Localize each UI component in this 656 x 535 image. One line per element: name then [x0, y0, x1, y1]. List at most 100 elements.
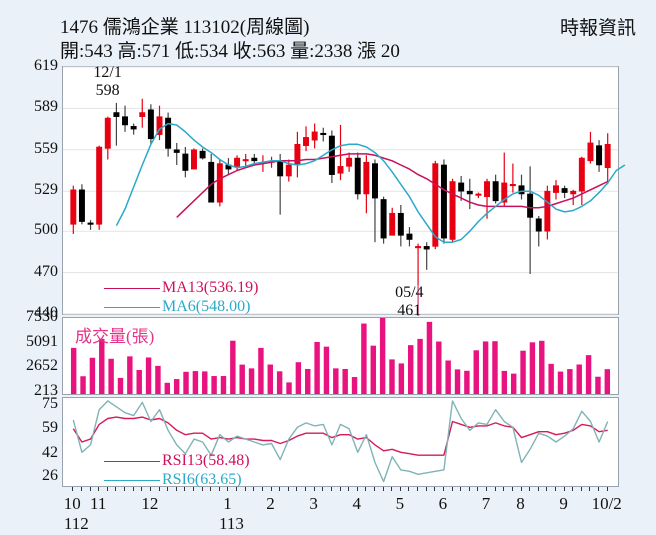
x-tick — [141, 487, 143, 491]
price-y-tick: 470 — [34, 262, 58, 280]
legend-rsi6-line — [104, 479, 160, 481]
source-label: 時報資訊 — [559, 18, 636, 39]
x-axis-label: 4 — [352, 494, 361, 513]
rsi-panel — [62, 397, 619, 487]
x-tick — [606, 487, 608, 491]
volume-chart-svg — [70, 318, 611, 394]
quote-summary: 開:543 高:571 低:534 收:563 量:2338 漲 20 — [60, 41, 400, 62]
price-y-tick: 559 — [34, 139, 58, 157]
x-tick — [511, 487, 513, 491]
legend-ma13-label: MA13(536.19) — [162, 279, 259, 296]
volume-y-tick: 5091 — [26, 332, 58, 350]
x-tick — [106, 487, 108, 491]
x-tick — [115, 487, 117, 491]
x-tick — [253, 487, 255, 491]
rsi-chart-svg — [72, 400, 609, 483]
x-tick — [468, 487, 470, 491]
legend-ma6: MA6(548.00) — [104, 298, 250, 316]
x-axis-label: 10 — [63, 494, 81, 513]
x-tick — [236, 487, 238, 491]
x-tick — [580, 487, 582, 491]
x-axis-label: 3 — [309, 494, 318, 513]
x-tick — [287, 487, 289, 491]
x-tick — [175, 487, 177, 491]
x-axis-label: 5 — [395, 494, 405, 513]
high-annotation-value: 598 — [95, 82, 120, 99]
legend-rsi13-label: RSI13(58.48) — [162, 452, 250, 469]
volume-panel: 成交量(張) — [62, 317, 619, 395]
x-tick — [244, 487, 246, 491]
x-tick — [167, 487, 169, 491]
x-axis-year-label: 112 — [63, 514, 89, 533]
x-tick — [279, 487, 281, 491]
x-axis-label: 2 — [266, 494, 275, 513]
x-tick — [537, 487, 539, 491]
x-tick — [348, 487, 350, 491]
x-axis-label: 1 — [223, 494, 232, 513]
price-y-tick: 529 — [34, 181, 58, 199]
volume-panel-label: 成交量(張) — [75, 327, 155, 346]
x-tick — [572, 487, 574, 491]
low-annotation-date: 05/4 — [395, 284, 424, 301]
page-title: 1476 儒鴻企業 113102(周線圖) — [60, 17, 310, 38]
x-tick — [124, 487, 126, 491]
x-tick — [434, 487, 436, 491]
x-axis-year-label: 113 — [219, 514, 244, 533]
x-axis-label: 8 — [516, 494, 525, 513]
x-axis-label: 12 — [141, 494, 159, 513]
high-annotation: 12/1 598 — [93, 64, 121, 100]
legend-rsi6-label: RSI6(63.65) — [162, 471, 242, 488]
x-tick — [330, 487, 332, 491]
x-tick — [442, 487, 444, 491]
volume-y-tick: 7530 — [26, 308, 58, 325]
x-tick — [563, 487, 565, 491]
x-tick — [89, 487, 91, 491]
x-tick — [270, 487, 272, 491]
legend-rsi13-line — [104, 460, 160, 462]
x-tick — [365, 487, 367, 491]
volume-y-tick: 2652 — [26, 357, 58, 375]
x-tick — [158, 487, 160, 491]
rsi-y-tick: 26 — [42, 467, 58, 485]
x-tick — [494, 487, 496, 491]
x-tick — [460, 487, 462, 491]
rsi-y-tick: 42 — [42, 443, 58, 461]
x-axis-label: 7 — [481, 494, 491, 513]
x-tick — [218, 487, 220, 491]
price-y-tick: 500 — [34, 221, 58, 239]
x-tick — [399, 487, 401, 491]
x-tick — [261, 487, 263, 491]
legend-ma6-label: MA6(548.00) — [162, 298, 251, 315]
x-tick — [373, 487, 375, 491]
x-tick — [322, 487, 324, 491]
x-tick — [546, 487, 548, 491]
low-annotation-value: 461 — [397, 302, 422, 319]
rsi-y-tick: 75 — [42, 395, 58, 413]
price-panel — [62, 66, 626, 316]
high-annotation-date: 12/1 — [93, 64, 122, 81]
legend-ma13: MA13(536.19) — [104, 279, 258, 297]
rsi-y-tick: 59 — [42, 418, 58, 436]
x-axis-label: 6 — [438, 494, 448, 513]
x-tick — [503, 487, 505, 491]
x-tick — [305, 487, 307, 491]
volume-y-tick: 213 — [34, 381, 58, 399]
x-tick — [80, 487, 82, 491]
x-tick — [132, 487, 134, 491]
x-tick — [356, 487, 358, 491]
x-axis-label: 10/2 — [591, 494, 622, 513]
x-tick — [451, 487, 453, 491]
x-tick — [589, 487, 591, 491]
price-y-tick: 619 — [34, 57, 58, 74]
x-tick — [313, 487, 315, 491]
x-tick — [210, 487, 212, 491]
x-tick — [149, 487, 151, 491]
low-annotation: 05/4 461 — [395, 284, 423, 320]
legend-rsi6: RSI6(63.65) — [104, 471, 242, 489]
x-axis-label: 9 — [559, 494, 568, 513]
price-y-tick: 440 — [34, 304, 58, 321]
x-tick — [598, 487, 600, 491]
x-tick — [192, 487, 194, 491]
x-tick — [417, 487, 419, 491]
legend-rsi13: RSI13(58.48) — [104, 452, 250, 470]
